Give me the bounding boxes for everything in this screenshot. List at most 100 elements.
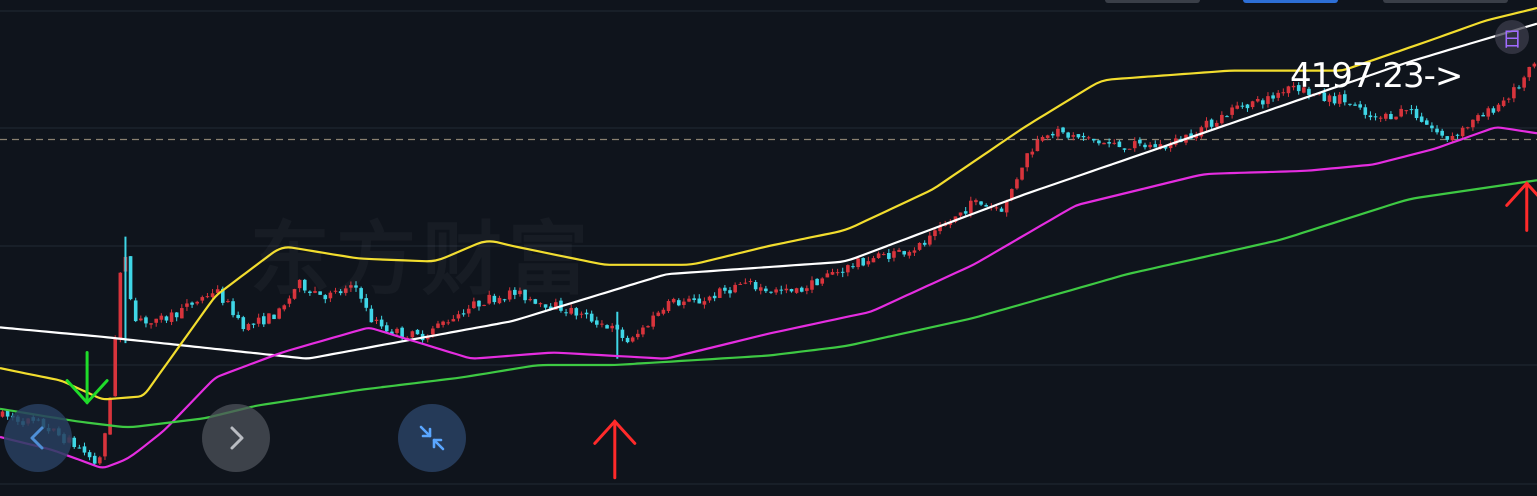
candle-body-161	[825, 273, 830, 278]
candle-173	[887, 248, 891, 263]
candle-body-205	[1050, 133, 1055, 136]
candle-149	[764, 285, 768, 294]
candle-278	[1424, 118, 1429, 125]
candle-191	[979, 201, 983, 206]
candle-130	[666, 299, 671, 314]
candle-body-77	[395, 328, 399, 333]
candle-body-118	[605, 325, 609, 329]
candle-247	[1266, 92, 1270, 108]
candle-body-151	[774, 289, 778, 293]
candle-75	[384, 322, 389, 334]
candle-183	[938, 221, 942, 235]
candle-body-116	[595, 320, 599, 325]
candle-body-114	[584, 312, 589, 315]
candle-286	[1465, 126, 1470, 130]
candle-80	[410, 330, 415, 339]
candle-body-298	[1527, 66, 1532, 78]
candle-169	[866, 256, 871, 267]
candle-body-23	[118, 272, 123, 339]
candle-114	[584, 309, 589, 319]
candle-73	[374, 316, 379, 325]
moving-average-lines	[0, 6, 1537, 469]
candle-190	[974, 198, 978, 206]
candle-282	[1445, 135, 1450, 142]
candle-118	[605, 324, 609, 329]
candle-body-75	[384, 325, 389, 332]
top-tab-left[interactable]	[1105, 0, 1200, 3]
candle-body-124	[635, 333, 640, 338]
candle-body-162	[830, 272, 835, 275]
candle-body-119	[610, 325, 614, 329]
candle-134	[687, 295, 691, 303]
candle-117	[600, 320, 604, 328]
top-tab-active[interactable]	[1243, 0, 1338, 3]
candle-body-250	[1281, 92, 1286, 94]
candle-body-215	[1102, 142, 1106, 145]
chevron-left-icon	[30, 426, 44, 450]
candle-171	[876, 251, 881, 259]
candle-65	[333, 287, 338, 294]
candle-263	[1348, 103, 1352, 107]
candle-155	[794, 287, 799, 294]
candle-body-201	[1030, 151, 1035, 155]
candle-25	[128, 256, 133, 301]
candle-body-292	[1496, 104, 1501, 112]
candle-body-289	[1481, 114, 1485, 117]
candle-body-104	[533, 299, 538, 304]
top-tab-right[interactable]	[1383, 0, 1508, 3]
candle-body-186	[953, 216, 958, 222]
candle-body-33	[169, 312, 174, 322]
prev-button[interactable]	[4, 404, 72, 472]
candle-222	[1138, 137, 1142, 147]
candle-22	[113, 335, 118, 397]
candle-104	[533, 298, 538, 305]
candle-152	[779, 285, 784, 295]
candle-body-276	[1414, 108, 1419, 119]
candle-body-173	[887, 252, 891, 259]
candle-249	[1276, 90, 1281, 101]
candle-137	[702, 297, 707, 309]
candle-40	[205, 293, 210, 299]
collapse-button[interactable]	[398, 404, 466, 472]
candle-body-165	[846, 265, 850, 273]
candle-28	[144, 315, 148, 328]
candle-body-50	[256, 317, 261, 324]
candle-body-279	[1430, 125, 1434, 129]
candle-96	[492, 293, 497, 305]
candle-body-26	[133, 300, 138, 322]
candle-body-15	[77, 447, 82, 449]
candle-241	[1235, 101, 1240, 110]
candle-body-125	[641, 327, 645, 335]
candle-279	[1430, 122, 1434, 133]
candle-72	[369, 305, 374, 323]
candle-291	[1491, 106, 1496, 115]
arrow-up-head-1	[593, 419, 637, 445]
candle-body-299	[1532, 63, 1537, 67]
candle-body-274	[1404, 110, 1409, 112]
candle-body-293	[1501, 100, 1506, 106]
candle-145	[743, 278, 748, 285]
candle-body-246	[1261, 100, 1265, 105]
candle-body-25	[128, 256, 133, 300]
candle-251	[1286, 85, 1291, 97]
candle-body-171	[876, 253, 881, 258]
next-button[interactable]	[202, 404, 270, 472]
candle-body-198	[1015, 179, 1019, 189]
candle-body-182	[933, 230, 937, 237]
candle-17	[87, 449, 92, 461]
candle-200	[1025, 153, 1029, 172]
candle-body-74	[379, 319, 384, 327]
candle-221	[1132, 137, 1137, 152]
candle-160	[820, 277, 825, 286]
candle-body-139	[712, 295, 717, 299]
candle-26	[133, 297, 138, 323]
candle-body-212	[1086, 137, 1091, 139]
candle-body-69	[354, 285, 358, 288]
candle-body-76	[390, 331, 394, 335]
candle-110	[564, 308, 568, 317]
candle-244	[1250, 100, 1255, 110]
candle-body-196	[1004, 200, 1009, 213]
candle-body-273	[1399, 108, 1403, 117]
candle-188	[963, 206, 968, 217]
calendar-button[interactable]: 日	[1495, 20, 1529, 54]
